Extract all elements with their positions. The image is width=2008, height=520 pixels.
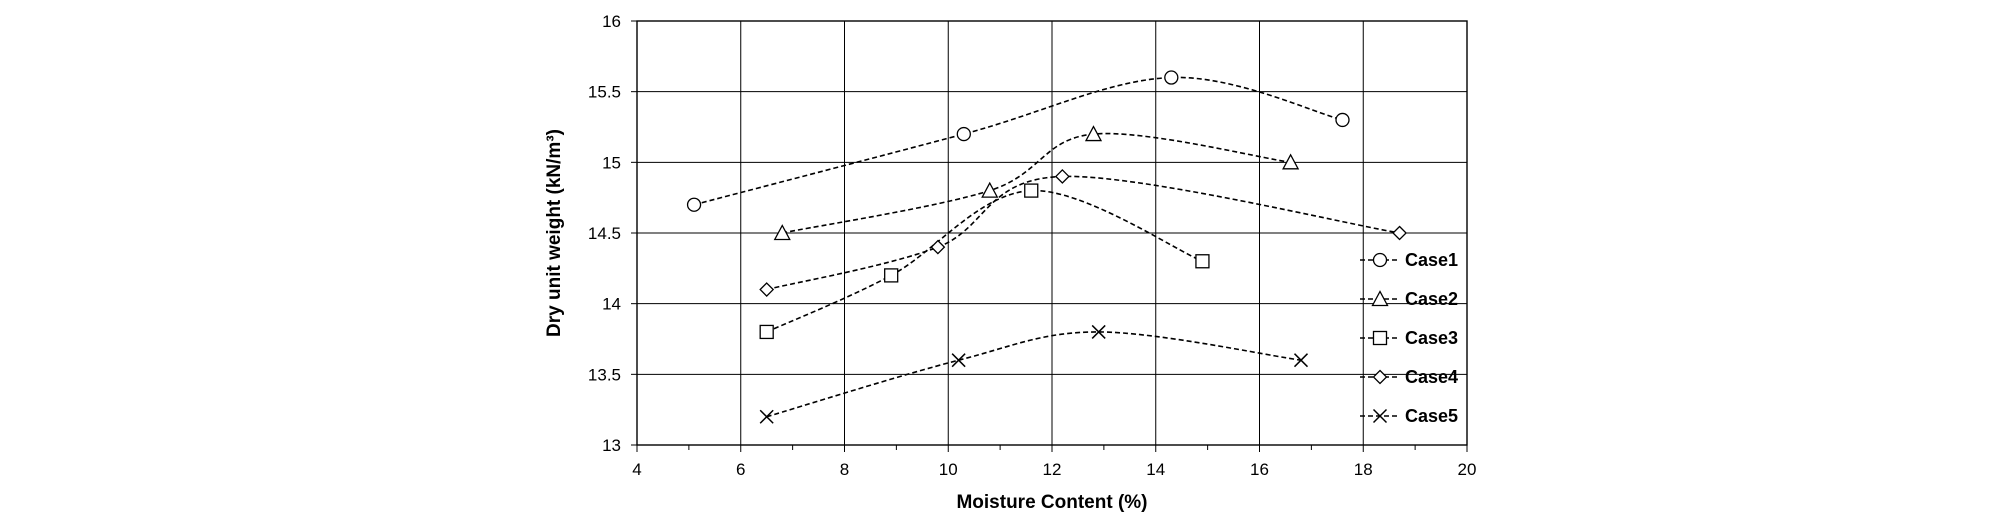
legend-marker-case1 [1372,252,1388,268]
x-tick-label: 14 [1146,460,1165,479]
data-point-case4 [930,239,946,255]
legend-marker-case5 [1372,408,1388,424]
series-line-case3 [766,189,1203,333]
series-case1 [686,70,1350,212]
x-tick-label: 6 [736,460,745,479]
data-point-case4 [1054,169,1070,184]
legend-marker-case3 [1372,330,1388,346]
data-point-case2 [1084,125,1103,142]
data-point-case3 [884,268,899,283]
legend-label-case4: Case4 [1405,367,1458,387]
data-point-case5 [951,353,966,368]
legend-marker-case2 [1371,290,1389,307]
legend-item-case4: Case4 [1360,367,1458,387]
series-case4 [759,169,1407,297]
legend-item-case5: Case5 [1360,406,1458,426]
legend-item-case3: Case3 [1360,328,1458,348]
legend-label-case5: Case5 [1405,406,1458,426]
legend: Case1 Case2 Case3 Case4 Case5 [1360,250,1458,426]
y-tick-label: 16 [602,12,621,31]
legend-item-case2: Case2 [1360,289,1458,309]
legend-label-case3: Case3 [1405,328,1458,348]
series-line-case5 [766,331,1302,418]
data-point-case5 [1091,324,1106,339]
series-case2 [773,125,1300,241]
y-tick-label: 13.5 [588,365,621,384]
x-tick-label: 12 [1043,460,1062,479]
data-point-case1 [1335,112,1350,128]
data-point-case4 [759,282,775,297]
y-tick-label: 14.5 [588,224,621,243]
data-point-case2 [773,224,791,241]
data-point-case4 [1392,225,1407,241]
y-tick-label: 15.5 [588,83,621,102]
y-axis-title: Dry unit weight (kN/m³) [544,129,565,337]
legend-label-case1: Case1 [1405,250,1458,270]
x-tick-label: 8 [840,460,849,479]
legend-marker-case4 [1372,369,1388,385]
y-tick-label: 15 [602,153,621,172]
x-tick-label: 20 [1458,460,1477,479]
x-axis-title: Moisture Content (%) [956,492,1147,513]
data-point-case3 [759,324,774,340]
data-point-case2 [981,181,999,198]
y-axis: 13 13.5 14 14.5 15 15.5 16 [588,12,637,455]
legend-item-case1: Case1 [1360,250,1458,270]
data-point-case3 [1024,183,1039,198]
x-tick-label: 10 [939,460,958,479]
series-case5 [759,324,1309,424]
y-tick-label: 14 [602,295,621,314]
legend-label-case2: Case2 [1405,289,1458,309]
data-point-case1 [1164,70,1179,85]
data-point-case5 [1293,353,1309,368]
series-line-case2 [782,132,1291,234]
x-tick-label: 16 [1250,460,1269,479]
data-point-case3 [1195,254,1210,269]
series-layer [686,70,1407,424]
grid [636,20,1468,446]
series-line-case1 [693,76,1343,206]
x-tick-label: 4 [632,460,641,479]
series-case3 [759,183,1210,340]
x-tick-label: 18 [1354,460,1373,479]
series-line-case4 [766,175,1400,291]
data-point-case1 [686,197,702,212]
data-point-case1 [956,126,971,142]
data-point-case5 [759,409,774,424]
x-axis: 4 6 8 10 12 14 16 18 20 [632,445,1476,479]
data-point-case2 [1282,153,1300,170]
y-tick-label: 13 [602,436,621,455]
